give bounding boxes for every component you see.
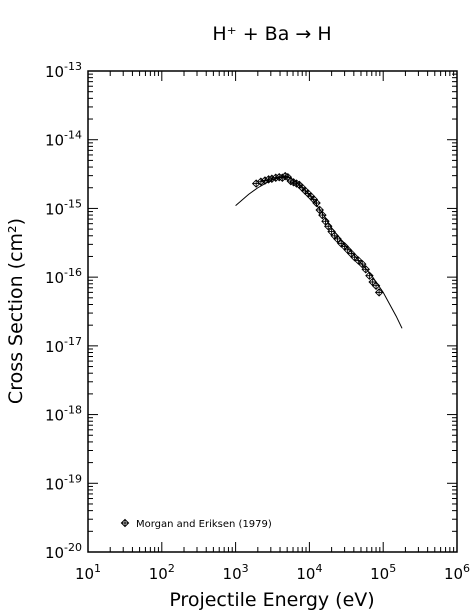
legend-label: Morgan and Eriksen (1979) <box>136 519 272 530</box>
y-tick-label: 10-16 <box>45 266 82 287</box>
data-point <box>350 252 359 262</box>
plot-frame <box>87 70 458 553</box>
y-tick-label: 10-15 <box>45 197 82 218</box>
x-tick-label: 105 <box>370 562 396 583</box>
y-tick-label: 10-17 <box>45 335 82 356</box>
legend-marker <box>120 518 130 528</box>
x-tick-label: 103 <box>223 562 249 583</box>
data-point <box>368 277 377 287</box>
x-axis-tick-labels: 101 102 103 104 105 106 <box>75 562 470 583</box>
data-point <box>260 176 270 185</box>
y-tick-label: 10-19 <box>45 472 82 493</box>
x-axis-ticks <box>87 71 458 552</box>
fit-curve-line <box>235 176 403 329</box>
y-tick-label: 10-20 <box>45 541 82 562</box>
y-axis-label: Cross Section (cm²) <box>5 218 27 404</box>
legend: Morgan and Eriksen (1979) <box>120 518 272 530</box>
data-point <box>347 249 356 258</box>
x-tick-label: 101 <box>75 562 101 583</box>
x-tick-label: 104 <box>296 562 322 583</box>
x-tick-label: 102 <box>149 562 175 583</box>
x-axis-label: Projectile Energy (eV) <box>169 589 374 611</box>
series-layer <box>235 171 403 329</box>
data-point <box>256 177 266 186</box>
y-axis-tick-labels: 10-13 10-14 10-15 10-16 10-17 10-18 10-19 10-20 <box>45 60 82 562</box>
y-tick-label: 10-13 <box>45 60 82 81</box>
chart-title: H⁺ + Ba → H <box>212 23 331 45</box>
y-tick-label: 10-18 <box>45 404 82 425</box>
y-axis-ticks <box>88 70 457 553</box>
x-tick-label: 106 <box>444 562 470 583</box>
y-tick-label: 10-14 <box>45 129 82 150</box>
